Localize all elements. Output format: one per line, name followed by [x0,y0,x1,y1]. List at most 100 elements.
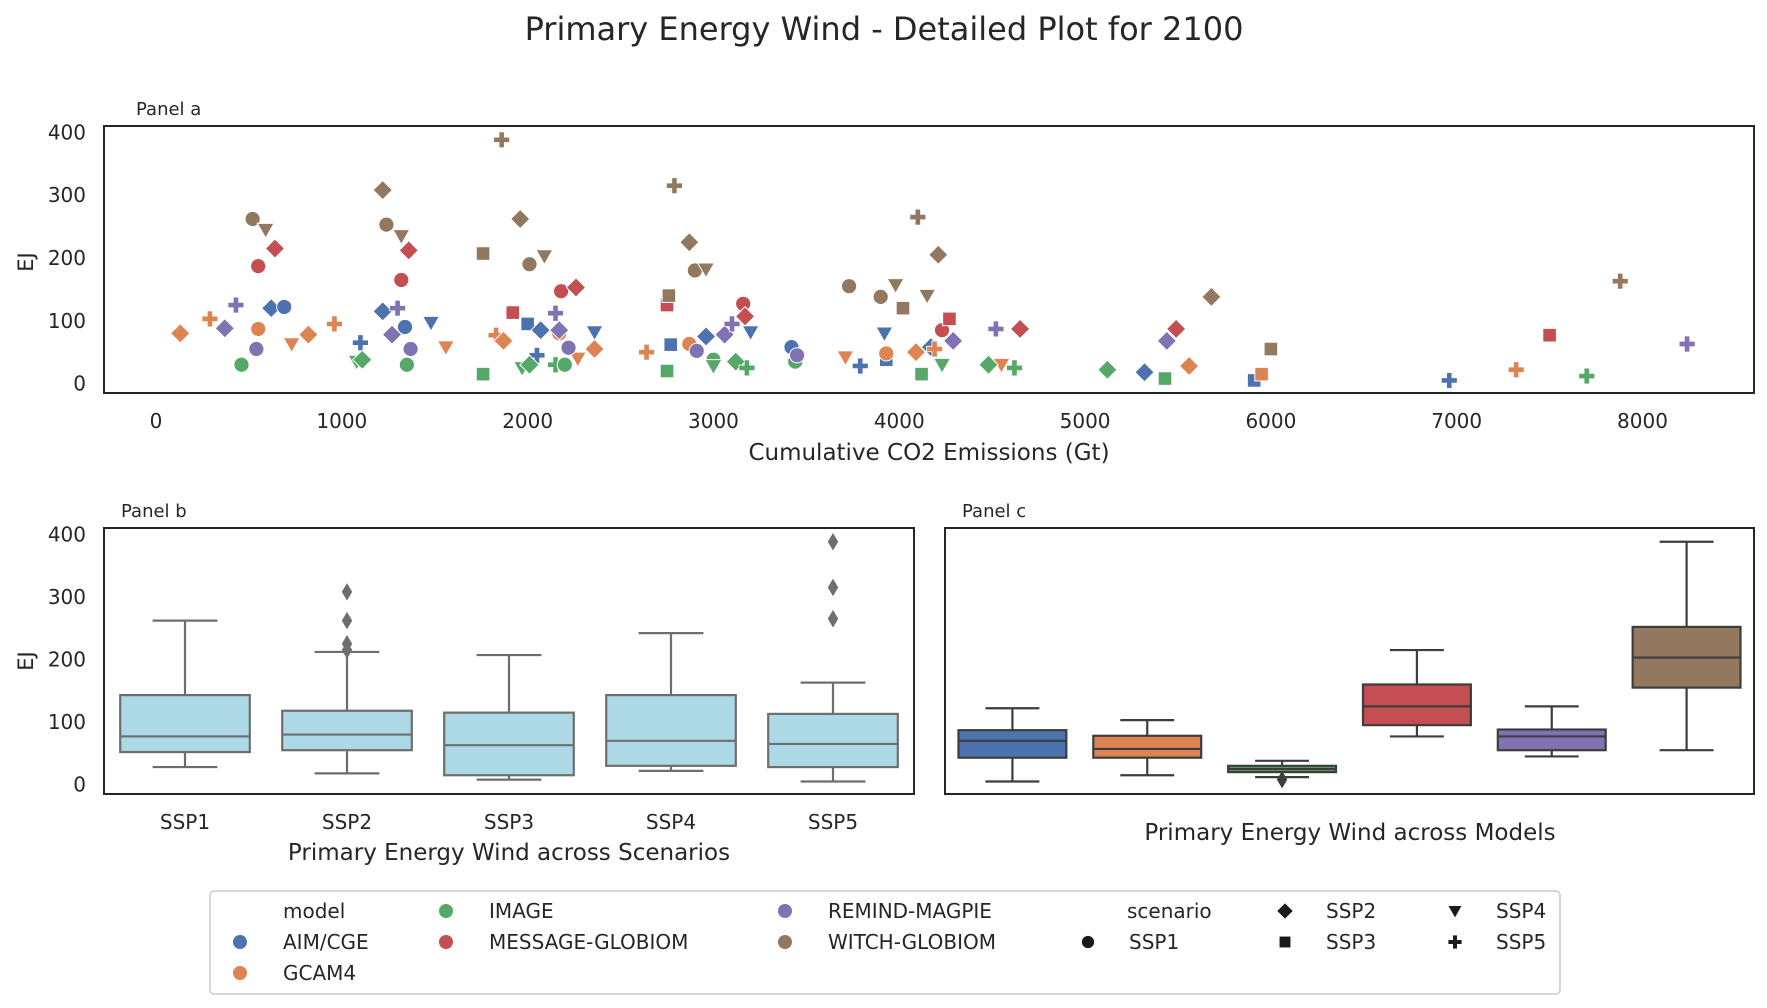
panel-b-box-ssp2 [281,583,413,775]
scatter-point-witch-globiom-ssp1 [378,216,395,233]
legend-scenario-title: scenario [1127,899,1212,923]
legend-item-image: IMAGE [438,899,554,923]
panel-b-y-ticks: 0 100 200 300 400 [48,522,86,796]
scatter-point-witch-globiom-ssp1 [872,288,889,305]
panel-b-y-tick-label: 100 [48,710,86,734]
scatter-point-remind-magpie-ssp1 [688,342,705,360]
panel-c-box-image [1227,759,1338,789]
panel-a: Panel a 0 100 200 300 400 0 1000 2000 3000 4000 5… [14,99,1755,466]
scatter-point-witch-globiom-ssp4 [392,229,411,246]
legend-marker-ssp4 [1446,904,1464,920]
legend-model-title: model [283,899,345,923]
scatter-point-image-ssp2 [978,354,999,376]
panel-b-box-ssp1 [119,619,251,769]
scatter-point-aim-cge-ssp5 [851,357,869,375]
scatter-point-message-globiom-ssp2 [565,277,587,298]
scatter-point-remind-magpie-ssp1 [248,340,265,358]
legend-label-ssp5: SSP5 [1496,930,1546,954]
legend-label-witch-globiom: WITCH-GLOBIOM [828,930,996,954]
scatter-point-aim-cge-ssp2 [530,319,551,341]
box-flier [827,578,839,597]
scatter-point-image-ssp2 [725,351,747,372]
legend-label-ssp3: SSP3 [1326,930,1376,954]
panel-b-y-label: EJ [14,651,38,670]
scatter-point-gcam4-ssp4 [436,340,456,357]
scatter-point-aim-cge-ssp2 [372,301,394,322]
panel-c-frame [944,527,1755,795]
scatter-point-remind-magpie-ssp2 [1156,330,1178,352]
scatter-point-gcam4-ssp5 [638,343,655,361]
panel-c-label: Panel c [962,501,1026,522]
panel-a-x-ticks: 0 1000 2000 3000 4000 5000 6000 7000 8000 [150,409,1668,433]
scatter-point-message-globiom-ssp3 [505,305,521,320]
scatter-point-aim-cge-ssp5 [352,334,369,352]
box-iqr [281,709,413,752]
scatter-point-remind-magpie-ssp2 [548,319,570,341]
scatter-point-remind-magpie-ssp1 [402,340,419,358]
scatter-point-aim-cge-ssp5 [1440,372,1458,389]
panel-b-x-label: Primary Energy Wind across Scenarios [288,840,730,866]
panel-c-box-aim-cge [957,707,1068,783]
scatter-point-gcam4-ssp5 [326,315,343,333]
panel-a-y-tick-label: 200 [48,246,86,270]
box-flier [341,611,353,630]
scatter-point-aim-cge-ssp4 [741,325,760,342]
scatter-point-gcam4-ssp4 [836,350,855,367]
scatter-point-gcam4-ssp4 [282,337,301,354]
panel-b-y-tick-label: 400 [48,522,86,546]
panel-c-x-label: Primary Energy Wind across Models [1144,820,1555,846]
scatter-point-gcam4-ssp5 [201,310,219,328]
scatter-point-gcam4-ssp2 [298,324,319,345]
scatter-point-aim-cge-ssp1 [276,298,293,316]
scatter-point-witch-globiom-ssp2 [1201,286,1222,308]
scatter-point-image-ssp4 [704,359,723,376]
scatter-point-remind-magpie-ssp5 [389,299,406,317]
panel-a-points [169,131,1696,389]
scatter-point-aim-cge-ssp4 [421,315,441,333]
scatter-point-image-ssp3 [659,363,675,379]
scatter-point-message-globiom-ssp1 [250,257,267,275]
panel-b-y-tick-label: 300 [48,585,86,609]
panel-a-x-tick-label: 3000 [688,409,739,433]
panel-b-y-tick-label: 200 [48,647,86,671]
scatter-point-image-ssp5 [1578,367,1596,385]
panel-c-box-message-globiom [1361,648,1472,738]
scatter-point-witch-globiom-ssp2 [372,179,394,201]
box-iqr [957,729,1068,759]
panel-a-x-tick-label: 6000 [1245,409,1296,433]
box-flier [341,641,353,659]
scatter-point-image-ssp3 [914,366,929,382]
legend-item-ssp5: SSP5 [1447,930,1546,954]
legend-label-image: IMAGE [489,899,554,923]
scatter-point-aim-cge-ssp2 [695,326,717,347]
scatter-point-remind-magpie-ssp5 [547,304,564,322]
panel-a-x-tick-label: 2000 [502,409,553,433]
scatter-point-witch-globiom-ssp3 [475,246,491,261]
scatter-point-message-globiom-ssp3 [1542,327,1557,343]
scatter-point-remind-magpie-ssp5 [723,315,741,333]
scatter-point-witch-globiom-ssp4 [886,278,905,295]
panel-b-label: Panel b [121,501,187,522]
legend-frame [209,890,1561,995]
box-flier [827,532,839,551]
legend-label-ssp2: SSP2 [1326,899,1376,923]
legend-item-message-globiom: MESSAGE-GLOBIOM [438,930,688,954]
legend-item-gcam4: GCAM4 [232,961,356,985]
scatter-point-image-ssp3 [1157,371,1173,386]
panel-b-x-ticks: SSP1 SSP2 SSP3 SSP4 SSP5 [160,810,858,834]
scatter-point-witch-globiom-ssp3 [895,300,911,316]
legend-label-ssp4: SSP4 [1496,899,1546,923]
box-iqr [119,694,251,754]
scatter-point-gcam4-ssp5 [1507,361,1525,379]
panel-b-frame [103,527,915,795]
legend-label-ssp1: SSP1 [1129,930,1179,954]
legend-marker-ssp2 [1275,901,1295,921]
scatter-point-message-globiom-ssp1 [933,322,951,339]
panel-a-x-tick-label: 0 [150,409,163,433]
panel-a-y-ticks: 0 100 200 300 400 [48,120,86,395]
scatter-point-message-globiom-ssp1 [393,271,410,289]
scatter-point-witch-globiom-ssp1 [244,210,261,228]
panel-c-boxes [957,540,1742,789]
scatter-point-witch-globiom-ssp4 [696,262,716,279]
